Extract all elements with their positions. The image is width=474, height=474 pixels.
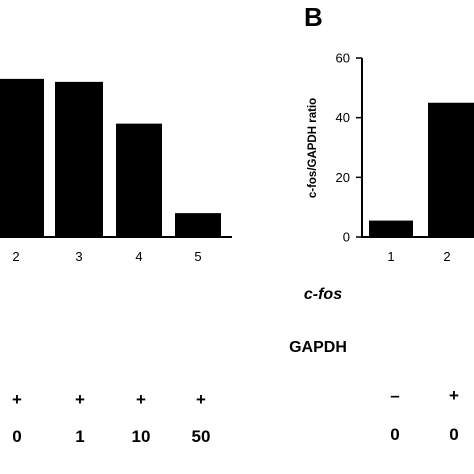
panel-a-bar-4 <box>116 123 162 237</box>
treatment-signs-left: + + + + <box>12 390 206 409</box>
panel-a-bar-2 <box>0 78 44 237</box>
treatment-dose: 0 <box>12 427 21 446</box>
panel-b-y-axis-label: c-fos/GAPDH ratio <box>307 98 319 198</box>
treatment-sign: – <box>390 386 399 405</box>
panel-b-x-tick-label: 2 <box>443 249 450 264</box>
treatment-doses-left: 0 1 10 50 <box>12 427 210 446</box>
panel-b-x-tick-label: 1 <box>387 249 394 264</box>
treatment-dose: 10 <box>132 427 151 446</box>
panel-a-bar-3 <box>55 81 103 237</box>
treatment-dose: 0 <box>449 425 458 444</box>
treatment-sign: + <box>449 386 459 405</box>
panel-b-bar-2 <box>428 102 474 237</box>
panel-b-letter: B <box>304 2 323 32</box>
panel-a-bar-chart: 2 3 4 5 <box>0 78 232 264</box>
panel-a-x-tick-label: 3 <box>75 249 82 264</box>
panel-b-y-tick-label: 0 <box>343 230 350 245</box>
panel-b-bar-1 <box>369 220 413 237</box>
panel-a-x-tick-label: 5 <box>194 249 201 264</box>
treatment-sign: + <box>136 390 146 409</box>
panel-b-bar-chart: B 0 20 40 60 1 2 c-fos/GAPDH ratio <box>304 2 474 264</box>
panel-a-x-tick-label: 2 <box>12 249 19 264</box>
cfos-row-label: c-fos <box>304 286 342 303</box>
treatment-sign: + <box>12 390 22 409</box>
treatment-dose: 0 <box>390 425 399 444</box>
panel-b-y-tick-label: 40 <box>336 110 350 125</box>
panel-a-x-tick-label: 4 <box>135 249 142 264</box>
panel-b-y-tick-label: 20 <box>336 170 350 185</box>
panel-a-bar-5 <box>175 213 221 237</box>
treatment-signs-right: – + <box>390 386 459 405</box>
treatment-dose: 50 <box>192 427 211 446</box>
gapdh-row-label: GAPDH <box>289 339 347 356</box>
treatment-dose: 1 <box>75 427 84 446</box>
panel-b-y-tick-label: 60 <box>336 51 350 66</box>
treatment-sign: + <box>75 390 85 409</box>
treatment-sign: + <box>196 390 206 409</box>
